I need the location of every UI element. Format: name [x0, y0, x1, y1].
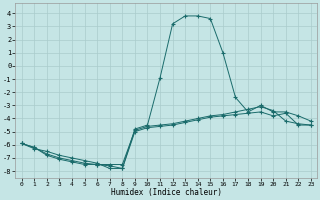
X-axis label: Humidex (Indice chaleur): Humidex (Indice chaleur): [111, 188, 222, 197]
